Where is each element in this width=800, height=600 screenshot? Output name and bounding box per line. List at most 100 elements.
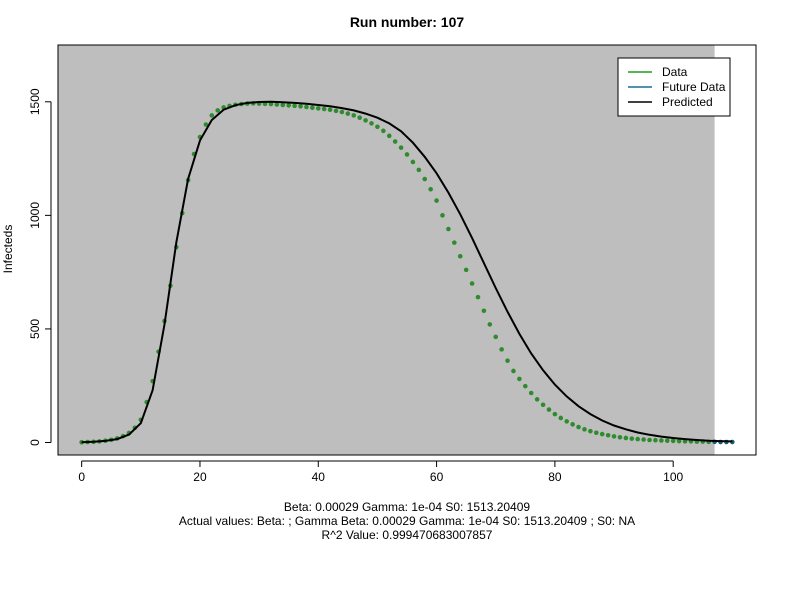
x-axis: 0 20 40 60 80 100 [78,460,684,484]
data-point-data [345,111,351,116]
x-tick-label: 40 [312,470,326,484]
data-point-data [381,128,386,134]
data-point-data [582,427,587,432]
chart-title: Run number: 107 [350,14,465,30]
x-tick-label: 80 [548,470,562,484]
data-point-data [635,436,640,442]
data-point-data [369,121,374,126]
data-point-data [298,104,303,109]
data-point-data [505,358,510,364]
data-point-data [463,267,469,273]
data-point-data [588,428,593,434]
data-point-data [422,176,428,182]
data-point-data [670,438,676,444]
data-point-data [534,397,540,402]
data-point-data [653,437,658,443]
data-point-data [286,103,291,108]
y-tick-label: 0 [28,439,42,446]
data-point-data [528,390,534,396]
data-point-data [511,368,516,374]
data-point-data [647,437,652,443]
data-point-data [428,186,433,192]
data-point-data [333,108,339,114]
data-point-data [552,411,558,417]
data-point-data [209,113,215,118]
data-point-data [629,436,635,441]
data-point-data [410,159,416,165]
data-point-data [576,424,581,430]
legend-label-future-data: Future Data [662,80,726,94]
data-point-data [268,101,274,107]
series-line-predicted [81,100,733,444]
data-point-data [304,104,309,110]
plot-area [58,45,715,455]
data-point-data [434,198,439,203]
data-point-data [540,402,546,408]
legend: Data Future Data Predicted [617,57,731,117]
x-tick-label: 100 [663,470,683,484]
data-point-data [617,434,623,440]
annotation-r-squared: R^2 Value: 0.999470683007857 [322,528,493,542]
data-point-data [416,167,422,173]
x-tick-label: 20 [193,470,207,484]
data-point-data [375,124,380,130]
data-point-data [570,422,575,427]
plot-frame [57,44,757,456]
x-tick-label: 0 [78,470,85,484]
data-point-data [404,152,410,157]
data-point-data [351,113,357,118]
data-point-data [457,253,463,259]
data-point-data [327,107,333,113]
data-point-data [664,438,670,443]
data-point-data [469,281,475,286]
legend-label-data: Data [662,65,688,79]
data-point-data [641,437,646,442]
annotation-actual-values: Actual values: Beta: ; Gamma Beta: 0.000… [179,514,635,528]
data-point-data [452,240,457,245]
data-point-data [446,226,451,232]
series-layer [79,100,735,445]
data-point-data [440,213,445,218]
data-point-data [605,432,611,438]
data-point-data [215,108,221,113]
data-point-data [339,109,345,115]
data-point-data [475,294,481,300]
data-point-data [517,376,522,382]
data-point-data [274,102,280,107]
data-point-data [386,133,392,139]
data-point-data [392,139,398,144]
data-point-data [611,434,617,439]
annotation-fitted-params: Beta: 0.00029 Gamma: 1e-04 S0: 1513.2040… [284,500,531,514]
y-tick-label: 1500 [28,88,42,115]
y-axis: 0 500 1000 1500 [28,88,52,446]
data-point-data [321,106,327,112]
data-point-data [398,145,404,150]
y-axis-label: Infecteds [1,225,15,274]
data-point-data [682,439,688,444]
data-point-data [676,438,682,444]
y-tick-label: 1000 [28,202,42,229]
data-point-data [659,438,664,443]
data-point-data [558,415,564,421]
data-point-data [79,439,84,445]
x-tick-label: 60 [430,470,444,484]
data-point-data [292,103,297,109]
data-point-data [564,419,570,424]
y-tick-label: 500 [28,319,42,339]
data-point-data [623,435,629,441]
data-point-data [481,308,487,314]
data-point-data [280,102,286,108]
data-point-data [593,430,599,436]
data-point-data [493,334,499,340]
data-point-data [487,322,493,327]
data-point-data [599,431,605,437]
data-point-data [357,115,362,120]
data-point-data [310,105,315,110]
data-point-data [203,122,209,127]
data-point-data [499,347,504,352]
data-point-data [546,407,552,412]
shaded-region [58,45,715,455]
data-point-data [363,118,368,123]
legend-label-predicted: Predicted [662,95,713,109]
